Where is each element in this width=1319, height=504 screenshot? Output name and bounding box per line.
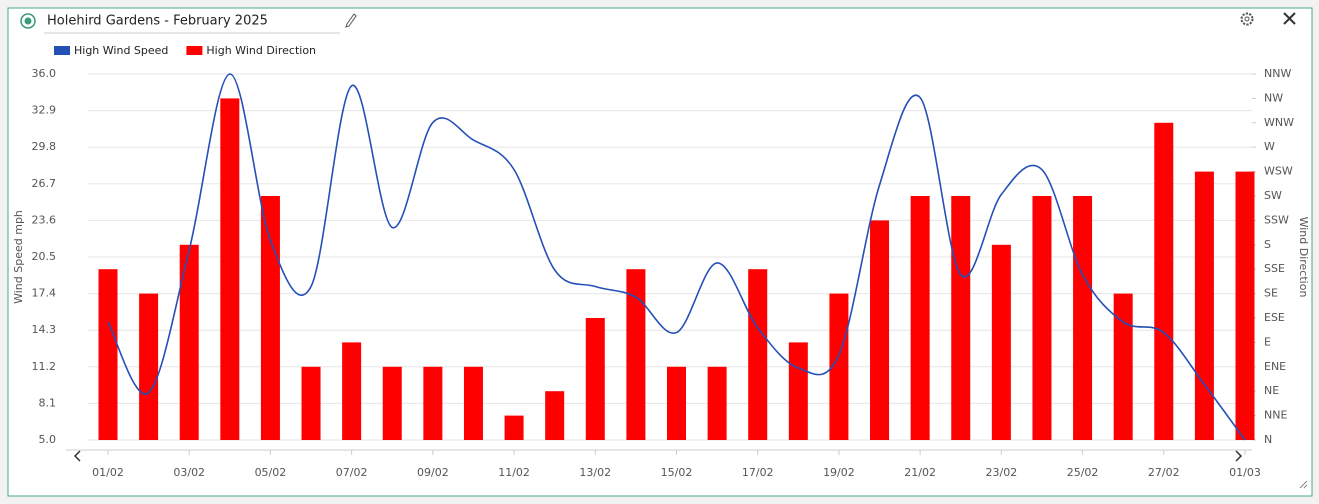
- scroll-right[interactable]: [1235, 450, 1243, 462]
- y-tick-label: 29.8: [32, 140, 57, 153]
- edit-icon[interactable]: [345, 13, 357, 28]
- y-tick-label: 32.9: [32, 104, 57, 117]
- y-tick-label: 14.3: [32, 323, 57, 336]
- x-tick-label: 15/02: [661, 466, 693, 479]
- y-tick-label: 36.0: [32, 67, 57, 80]
- bar: [1154, 122, 1174, 441]
- y2-tick-label: NNW: [1264, 67, 1291, 80]
- scroll-left[interactable]: [73, 450, 81, 462]
- y2-tick-label: WNW: [1264, 116, 1294, 129]
- y2-tick-label: ESE: [1264, 311, 1285, 324]
- bar: [1235, 171, 1255, 440]
- y2-tick-label: N: [1264, 433, 1272, 446]
- bar: [545, 391, 565, 440]
- bar: [139, 293, 159, 440]
- bar: [788, 342, 808, 440]
- x-tick-label: 07/02: [336, 466, 368, 479]
- bar: [748, 269, 768, 440]
- bar: [463, 366, 483, 440]
- bar: [98, 269, 118, 440]
- legend-label: High Wind Speed: [74, 44, 168, 57]
- x-tick-label: 01/03: [1229, 466, 1261, 479]
- y2-tick-label: ENE: [1264, 360, 1286, 373]
- bar: [667, 366, 686, 440]
- bar: [829, 293, 849, 440]
- bar: [423, 366, 443, 440]
- y-tick-label: 23.6: [32, 213, 57, 226]
- y-tick-label: 26.7: [32, 177, 57, 190]
- y2-tick-label: SSE: [1264, 262, 1285, 275]
- bar: [991, 244, 1011, 440]
- legend-swatch: [186, 46, 203, 55]
- x-tick-label: 27/02: [1148, 466, 1180, 479]
- bar: [910, 196, 930, 440]
- y2-tick-label: SSW: [1264, 213, 1289, 226]
- resize-handle[interactable]: [1299, 480, 1308, 489]
- y2-axis-title: Wind Direction: [1297, 217, 1310, 298]
- bar: [951, 196, 971, 440]
- bar: [260, 196, 280, 440]
- x-tick-label: 03/02: [173, 466, 205, 479]
- y2-tick-label: SW: [1264, 189, 1282, 202]
- y2-tick-label: WSW: [1264, 165, 1293, 178]
- bar: [870, 220, 890, 440]
- y-axis-title: Wind Speed mph: [12, 210, 25, 304]
- bar: [707, 366, 727, 440]
- y2-tick-label: SE: [1264, 287, 1278, 300]
- widget-title: Holehird Gardens - February 2025: [47, 14, 268, 29]
- y2-tick-label: W: [1264, 140, 1275, 153]
- y-tick-label: 5.0: [39, 433, 57, 446]
- y2-tick-label: NE: [1264, 384, 1279, 397]
- bar: [179, 244, 199, 440]
- y-tick-label: 11.2: [32, 360, 57, 373]
- y2-tick-label: NW: [1264, 91, 1283, 104]
- x-tick-label: 01/02: [92, 466, 124, 479]
- close-icon[interactable]: [1283, 12, 1296, 25]
- y-tick-label: 20.5: [32, 250, 57, 263]
- x-tick-label: 23/02: [986, 466, 1018, 479]
- y-tick-label: 17.4: [32, 287, 57, 300]
- bar: [1032, 196, 1052, 440]
- bar: [382, 366, 402, 440]
- status-dot: [24, 17, 32, 25]
- y2-tick-label: E: [1264, 335, 1271, 348]
- bar: [1194, 171, 1214, 440]
- line: [107, 73, 1246, 441]
- bar: [1113, 293, 1133, 440]
- x-tick-label: 25/02: [1067, 466, 1099, 479]
- x-tick-label: 17/02: [742, 466, 774, 479]
- bar: [301, 366, 321, 440]
- y2-tick-label: NNE: [1264, 409, 1287, 422]
- y2-tick-label: S: [1264, 238, 1271, 251]
- bar: [504, 415, 524, 440]
- bar: [626, 269, 646, 440]
- bar: [342, 342, 362, 440]
- x-tick-label: 11/02: [498, 466, 530, 479]
- legend-label: High Wind Direction: [206, 44, 316, 57]
- x-tick-label: 09/02: [417, 466, 449, 479]
- bar: [585, 318, 605, 440]
- bar: [1073, 196, 1093, 440]
- x-tick-label: 21/02: [904, 466, 936, 479]
- x-tick-label: 05/02: [255, 466, 287, 479]
- settings-icon[interactable]: [1240, 12, 1254, 26]
- x-tick-label: 13/02: [579, 466, 611, 479]
- legend-swatch: [54, 46, 70, 55]
- bar: [220, 98, 240, 441]
- y-tick-label: 8.1: [39, 396, 57, 409]
- x-tick-label: 19/02: [823, 466, 855, 479]
